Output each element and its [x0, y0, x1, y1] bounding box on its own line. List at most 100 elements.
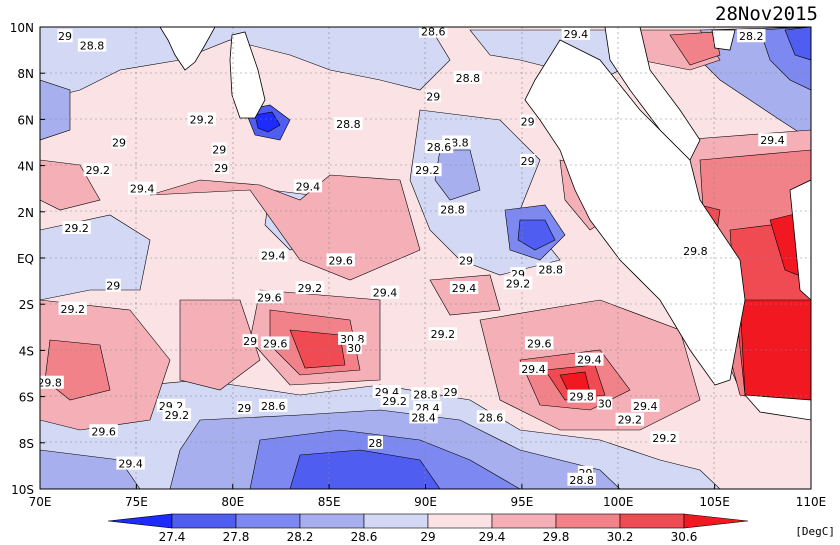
colorbar-level-label: 30.6 [671, 530, 698, 544]
contour-label-text: 30 [598, 398, 612, 411]
malay-peninsula-landmass [604, 27, 701, 161]
contour-label-text: 29 [521, 155, 535, 168]
contour-label: 29 [425, 89, 441, 103]
lat-tick-label: 8S [19, 437, 34, 451]
contour-label-bg [293, 179, 323, 193]
contour-label-bg [519, 361, 548, 375]
longitude-axis: 70E 75E 80E 85E 90E 95E 100E 105E 110E [29, 484, 826, 509]
contour-label: 29 [211, 142, 227, 156]
contour-label: 29.2 [380, 394, 409, 408]
contour-label-bg [259, 248, 288, 262]
contour-labels: 29 28.8 28.6 29.4 28.2 28.8 29 29.2 28.8 29 28.8 28… [40, 27, 787, 487]
contour-label-text: 29.4 [452, 282, 477, 295]
colorbar-segment [555, 513, 621, 529]
colorbar-level-label: 27.4 [159, 530, 186, 544]
lon-tick-label: 100E [603, 495, 634, 509]
contour-label-text: 29.2 [86, 164, 111, 177]
contour-label-text: 29.2 [618, 414, 643, 427]
contour-label-bg [211, 142, 227, 156]
contour-label-bg [334, 117, 363, 131]
contour-label-bg [111, 135, 127, 149]
contour-label-bg [40, 375, 64, 389]
colorbar-level-label: 28.2 [287, 530, 314, 544]
contour-label-text: 29.2 [431, 328, 456, 341]
lon-tick-label: 80E [221, 495, 244, 509]
contour-label-bg [428, 327, 458, 341]
contour-label-bg [575, 352, 604, 366]
lon-tick-label: 70E [29, 495, 52, 509]
contour-label: 29.4 [631, 398, 660, 413]
contour-label: 29 [236, 401, 252, 415]
contour-label-text: 28.6 [479, 411, 504, 424]
contour-label-bg [425, 89, 441, 103]
units-label: [DegC] [795, 525, 835, 538]
contour-label-text: 29.2 [298, 282, 323, 295]
contour-label: 29 [458, 253, 474, 267]
contour-label: 28.8 [453, 70, 483, 85]
contour-label-text: 29.4 [521, 363, 546, 376]
colorbar-level-label: 27.8 [223, 530, 250, 544]
colorbar-segment [619, 513, 685, 529]
contour-label-bg [449, 281, 479, 295]
contour-label-text: 29.4 [296, 180, 321, 193]
contour-label-text: 29.6 [91, 425, 116, 438]
contour-label-text: 28 [368, 437, 382, 450]
colorbar-segment [171, 513, 237, 529]
lat-tick-label: 4N [17, 160, 34, 174]
contour-label: 28.4 [409, 410, 438, 424]
contour-label: 29.6 [255, 290, 284, 304]
contour-label: 28.8 [334, 117, 363, 131]
contour-label-text: 29 [459, 254, 473, 267]
contour-label: 29 [520, 153, 536, 168]
contour-label-bg [476, 410, 506, 424]
colorbar-level-label: 29 [420, 530, 435, 544]
contour-label-text: 28.8 [569, 474, 594, 487]
contour-label-bg [255, 290, 284, 304]
lon-tick-label: 85E [318, 495, 341, 509]
contour-label: 29 [520, 114, 536, 129]
colorbar-segment [427, 513, 493, 529]
contour-label-text: 28.8 [80, 39, 105, 52]
contour-label-bg [77, 38, 107, 52]
contour-label-text: 29.4 [564, 28, 589, 41]
contour-label-text: 29 [112, 137, 126, 150]
contour-label-text: 28.8 [440, 203, 465, 216]
lat-tick-label: 6S [19, 391, 34, 405]
borneo-landmass [789, 179, 811, 301]
contour-label-bg [597, 396, 613, 410]
contour-label-text: 29 [444, 386, 458, 399]
contour-label: 29 [105, 278, 121, 293]
contour-label-bg [758, 133, 787, 147]
contour-label: 29.4 [116, 456, 145, 471]
contour-label-text: 29.6 [328, 254, 353, 267]
contour-label-text: 29.8 [569, 391, 594, 404]
contour-label-bg [438, 202, 467, 216]
contour-label-text: 29 [426, 90, 440, 103]
india-landmass [159, 27, 216, 71]
contour-label-bg [737, 29, 766, 43]
contour-label-bg [326, 253, 355, 267]
contour-label-bg [295, 281, 325, 295]
contour-label-text: 29.8 [683, 245, 708, 258]
contour-label: 29.2 [58, 301, 87, 316]
contour-label-bg [259, 398, 288, 412]
contour-label: 29.6 [326, 253, 355, 267]
contour-label: 29 [111, 135, 127, 150]
contour-label: 29.8 [567, 389, 596, 404]
lon-tick-label: 90E [414, 495, 437, 509]
contour-label-text: 29 [237, 402, 251, 415]
contour-label-bg [62, 220, 91, 234]
contour-label: 29.2 [428, 327, 458, 341]
contour-label-text: 29.2 [415, 164, 440, 177]
contour-label-bg [424, 140, 454, 154]
contour-label: 29.4 [519, 361, 548, 376]
map-plot: 29 28.8 28.6 29.4 28.2 28.8 29 29.2 28.8 29 28.8 28… [40, 27, 811, 489]
contour-label: 28.8 [536, 262, 565, 277]
contour-label: 29.4 [127, 181, 157, 196]
contour-label-text: 28.8 [413, 388, 438, 401]
lat-tick-label: 8N [17, 67, 34, 81]
contour-label-bg [105, 278, 121, 292]
colorbar: 27.4 27.8 28.2 28.6 29 29.4 29.8 30.2 30.6 [107, 513, 749, 544]
contour-label: 29.8 [40, 375, 64, 390]
lon-tick-label: 95E [510, 495, 533, 509]
